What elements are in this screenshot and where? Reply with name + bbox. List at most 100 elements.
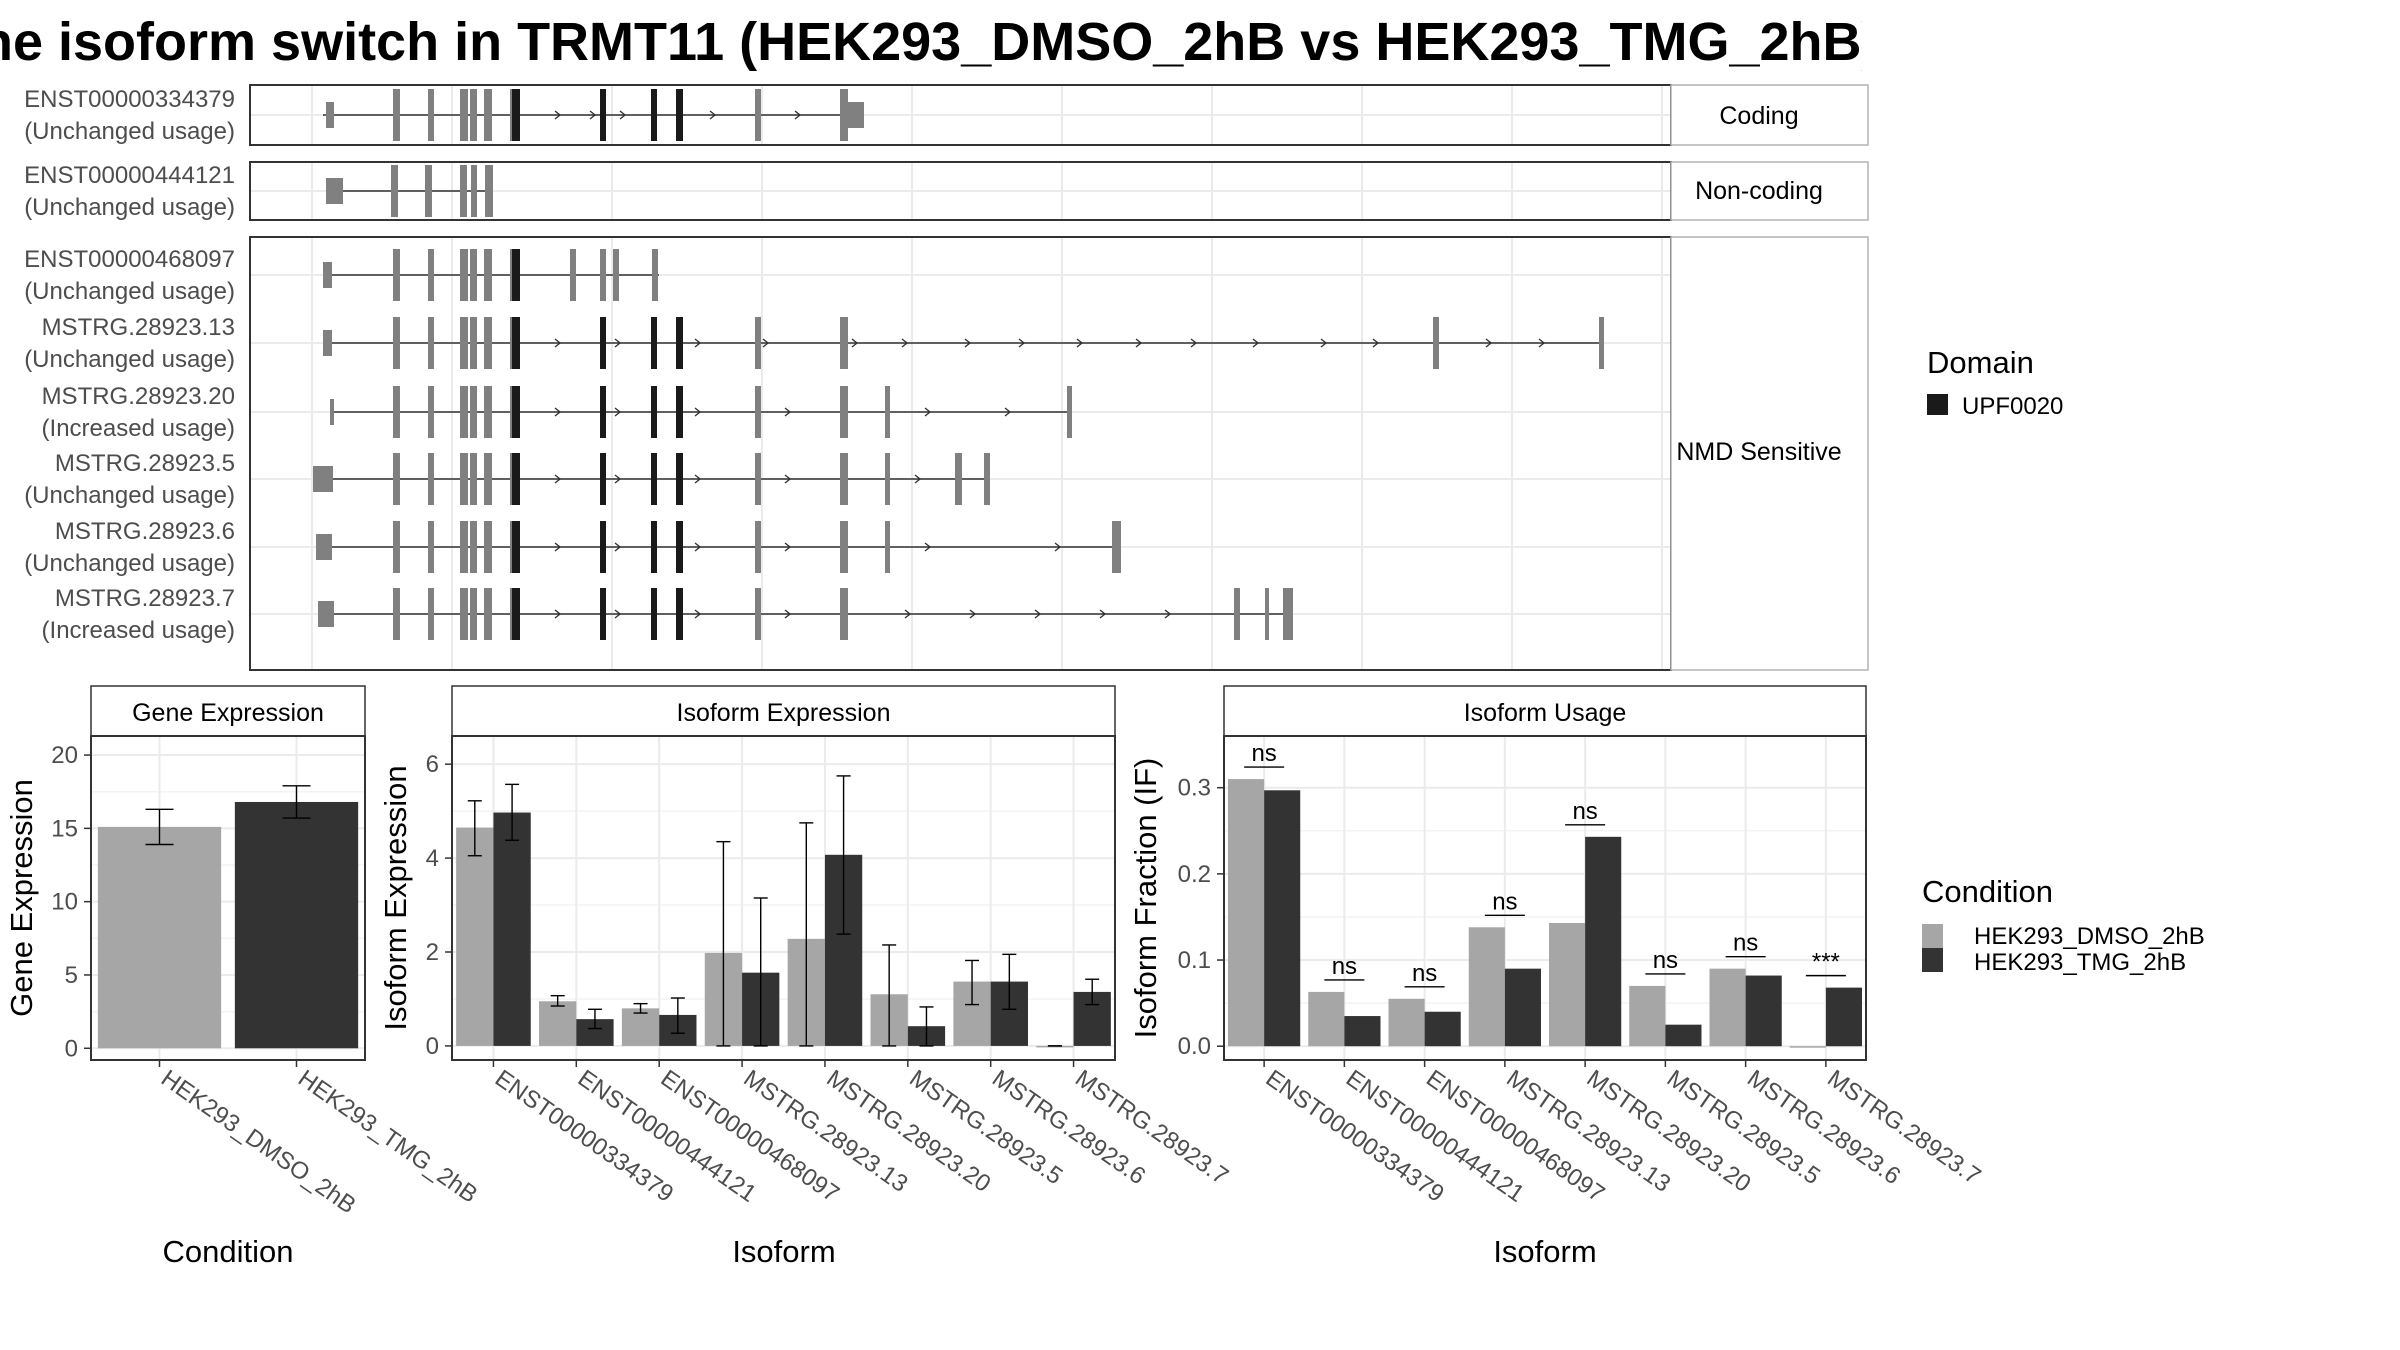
strand-arrow-icon [694, 338, 702, 348]
domain-block [512, 588, 520, 640]
exon-block [460, 317, 468, 369]
strand-arrow-icon [619, 110, 627, 120]
domain-block [676, 453, 683, 505]
exon-block [840, 521, 848, 573]
x-axis-title: Isoform [1493, 1234, 1596, 1269]
exon-block [984, 453, 990, 505]
strand-arrow-icon [969, 609, 977, 619]
domain-block [600, 89, 606, 141]
exon-block [425, 165, 432, 217]
y-tick-label: 4 [426, 845, 439, 872]
transcript-usage-label: (Unchanged usage) [24, 482, 235, 509]
transcript-structure-row [313, 453, 990, 505]
domain-block [512, 386, 520, 438]
transcript-structure-row [323, 249, 659, 301]
exon-block [393, 89, 400, 141]
chart-2: Isoform Usage ns ns ns ns ns ns ns *** 0.0 0.1 0.2 0… [1128, 685, 1985, 1269]
transcript-id-label: ENST00000444121 [24, 162, 235, 189]
exon-block [755, 386, 761, 438]
facet-label-noncoding: Non-coding [1695, 177, 1823, 205]
condition-legend-title: Condition [1922, 874, 2053, 909]
exon-block [393, 588, 400, 640]
transcript-usage-label: (Unchanged usage) [24, 550, 235, 577]
exon-block [885, 521, 890, 573]
domain-legend-label: UPF0020 [1962, 393, 2063, 420]
strand-arrow-icon [694, 609, 702, 619]
strand-arrow-icon [1099, 609, 1107, 619]
condition-legend-label-tmg: HEK293_TMG_2hB [1974, 949, 2186, 976]
domain-block [676, 521, 683, 573]
data-bar [234, 801, 359, 1049]
exon-block [460, 249, 468, 301]
strand-arrow-icon [1372, 338, 1380, 348]
transcript-structure-row [323, 89, 864, 141]
strand-arrow-icon [1135, 338, 1143, 348]
strand-arrow-icon [794, 110, 802, 120]
strand-arrow-icon [1320, 338, 1328, 348]
utr-block [313, 466, 333, 492]
domain-block [512, 317, 520, 369]
data-bar [1549, 922, 1586, 1047]
exon-block [470, 521, 477, 573]
data-bar [1308, 991, 1345, 1047]
data-bar [456, 827, 494, 1046]
transcript-id-label: MSTRG.28923.20 [42, 383, 235, 410]
strand-arrow-icon [614, 542, 622, 552]
domain-block [600, 386, 606, 438]
exon-block [484, 386, 492, 438]
chart-panel-border [1223, 735, 1867, 1061]
transcript-usage-label: (Unchanged usage) [24, 346, 235, 373]
exon-block [755, 453, 761, 505]
x-axis-title: Condition [163, 1234, 294, 1269]
chart-1: Isoform Expression0246ENST00000334379ENS… [378, 685, 1233, 1269]
significance-label: ns [1251, 740, 1276, 767]
isoform-structure-panel: ENST00000334379 (Unchanged usage) ENST0000… [24, 84, 1672, 671]
exon-block [485, 165, 493, 217]
exon-block [460, 165, 467, 217]
y-tick-label: 0.1 [1178, 947, 1211, 974]
domain-block [676, 588, 683, 640]
exon-block [393, 453, 400, 505]
significance-label: *** [1812, 949, 1840, 976]
transcript-structure-row [323, 317, 1604, 369]
exon-block [755, 317, 761, 369]
y-tick-label: 0.3 [1178, 775, 1211, 802]
domain-legend: Domain UPF0020 [1927, 345, 2063, 420]
bar-charts: Gene Expression05101520HEK293_DMSO_2hBHE… [4, 685, 1985, 1269]
utr-block [323, 330, 332, 356]
strand-arrow-icon [614, 407, 622, 417]
strand-arrow-icon [1190, 338, 1198, 348]
exon-block [570, 249, 576, 301]
utr-block [323, 262, 332, 288]
strand-arrow-icon [694, 474, 702, 484]
exon-block [840, 317, 848, 369]
exon-block [1067, 386, 1072, 438]
transcript-id-label: MSTRG.28923.6 [55, 518, 235, 545]
exon-block [428, 89, 434, 141]
domain-block [651, 317, 657, 369]
data-bar [1424, 1011, 1461, 1047]
exon-block [955, 453, 962, 505]
domain-block [651, 588, 657, 640]
exon-block [1112, 521, 1121, 573]
exon-block [460, 386, 468, 438]
strand-arrow-icon [784, 474, 792, 484]
y-axis-title: Isoform Fraction (IF) [1128, 758, 1163, 1039]
exon-block [428, 249, 434, 301]
significance-label: ns [1332, 953, 1357, 980]
significance-label: ns [1572, 798, 1597, 825]
strand-arrow-icon [1054, 542, 1062, 552]
data-bar [621, 1008, 660, 1046]
exon-block [428, 588, 434, 640]
facet-label-coding: Coding [1719, 102, 1798, 130]
data-bar [539, 1001, 577, 1046]
exon-block [652, 249, 658, 301]
facet-strip [1670, 84, 1869, 146]
strand-arrow-icon [1004, 407, 1012, 417]
transcript-id-label: ENST00000468097 [24, 246, 235, 273]
chart-title: Isoform Expression [677, 699, 891, 727]
data-bar [1388, 998, 1425, 1047]
exon-block [391, 165, 398, 217]
domain-legend-title: Domain [1927, 345, 2034, 380]
exon-block [484, 249, 492, 301]
